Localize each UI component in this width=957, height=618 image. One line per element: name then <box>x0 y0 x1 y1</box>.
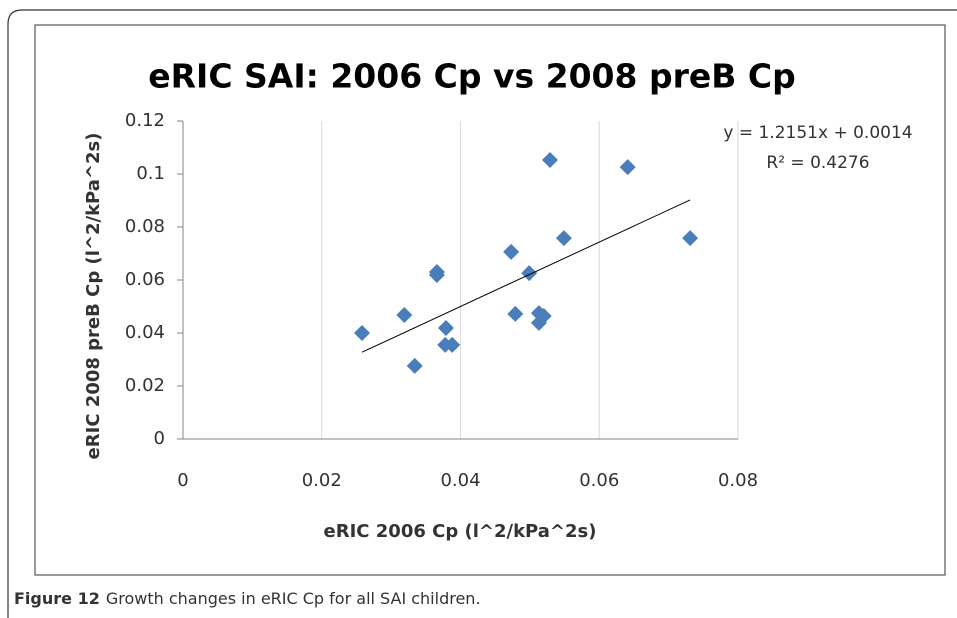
point <box>530 314 547 331</box>
point <box>682 230 699 247</box>
point <box>428 266 445 283</box>
r-squared: R² = 0.4276 <box>766 153 869 173</box>
x-tick-label: 0 <box>177 470 188 491</box>
x-tick-label: 0.06 <box>579 470 619 491</box>
figure-frame <box>7 9 957 618</box>
point <box>507 305 524 322</box>
point <box>353 325 370 341</box>
point <box>541 151 558 168</box>
caption-label: Figure 12 <box>14 589 100 608</box>
point <box>406 357 423 374</box>
y-tick-label: 0.08 <box>125 216 165 237</box>
y-tick-label: 0.04 <box>125 322 165 343</box>
chart-title: eRIC SAI: 2006 Cp vs 2008 preB Cp <box>148 57 795 96</box>
y-tick-label: 0.02 <box>125 375 165 396</box>
chart-frame <box>34 24 946 576</box>
point <box>396 306 413 323</box>
trendline <box>361 199 691 353</box>
point <box>555 230 572 247</box>
x-tick-label: 0.02 <box>302 470 342 491</box>
y-tick-label: 0.1 <box>136 163 165 184</box>
y-tick-label: 0.06 <box>125 269 165 290</box>
caption-text: Growth changes in eRIC Cp for all SAI ch… <box>106 589 481 608</box>
point <box>444 336 461 353</box>
x-axis-label: eRIC 2006 Cp (l^2/kPa^2s) <box>324 521 597 542</box>
y-axis-label: eRIC 2008 preB Cp (l^2/kPa^2s) <box>83 133 104 460</box>
point <box>521 265 538 282</box>
point <box>503 243 520 260</box>
caption: Figure 12 Growth changes in eRIC Cp for a… <box>14 589 481 608</box>
x-tick-label: 0.08 <box>718 470 758 491</box>
y-tick-label: 0.12 <box>125 110 165 131</box>
x-tick-label: 0.04 <box>440 470 480 491</box>
y-tick-label: 0 <box>154 428 165 449</box>
equation: y = 1.2151x + 0.0014 <box>723 123 912 143</box>
point <box>619 159 636 176</box>
point <box>437 319 454 336</box>
